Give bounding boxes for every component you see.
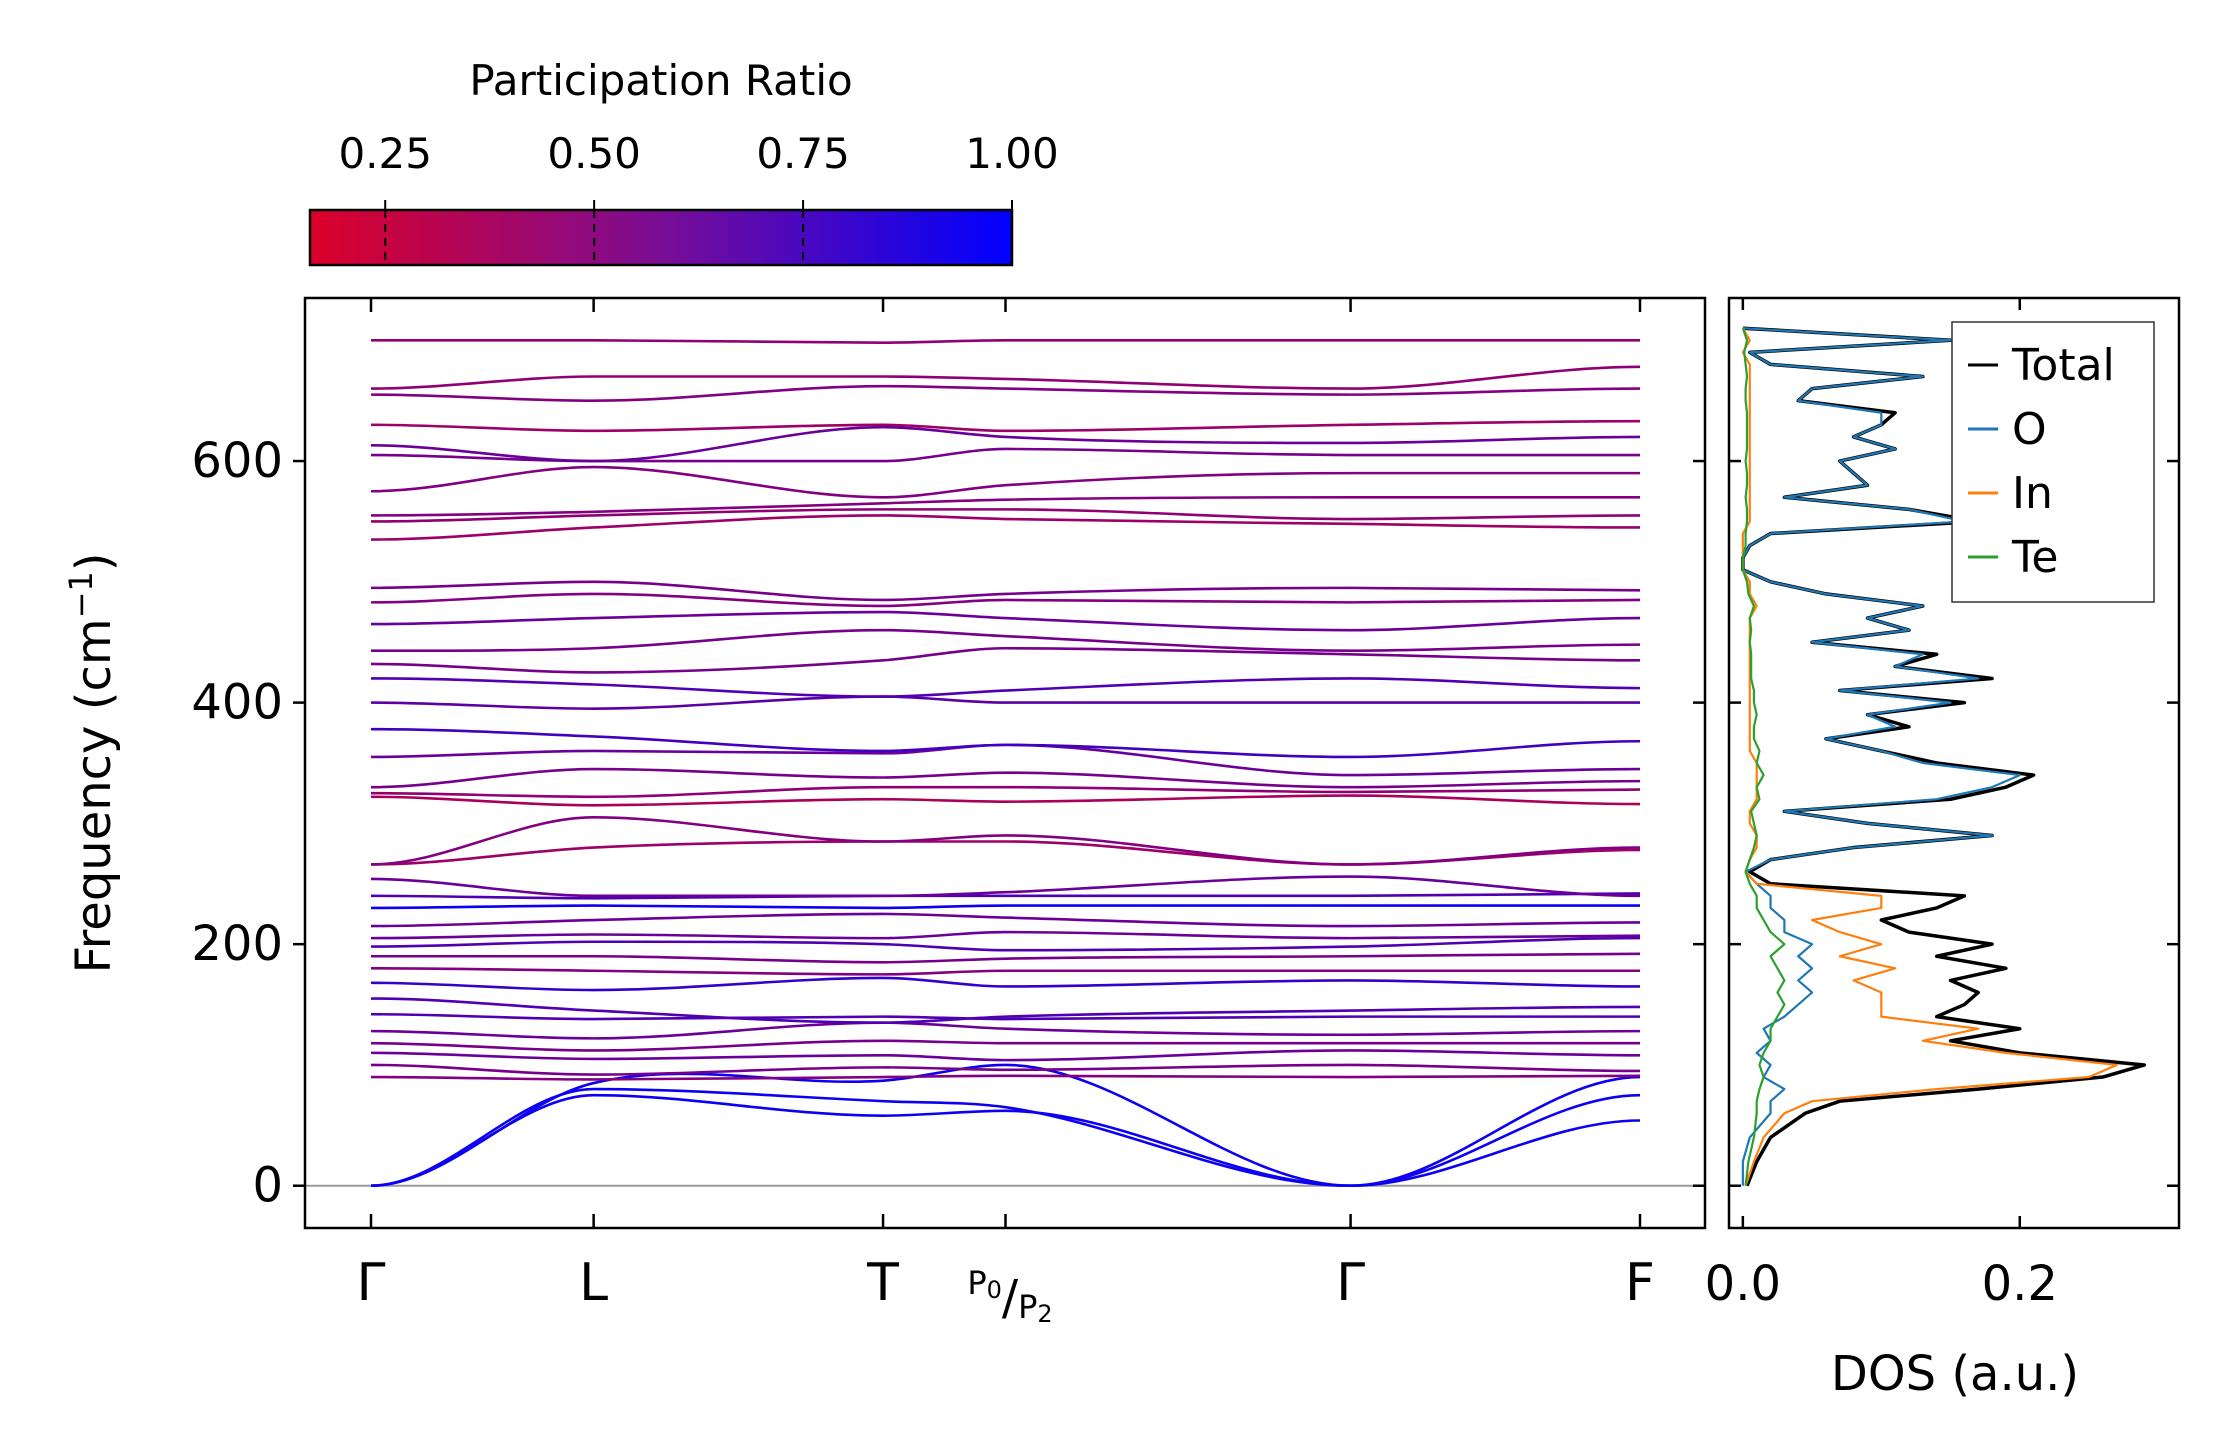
dos-axes-frame — [1727, 296, 2181, 1230]
band-line — [370, 892, 1641, 900]
band-line — [370, 384, 1641, 402]
kpoint-label: L — [579, 1253, 608, 1313]
band-line — [370, 465, 1640, 499]
dos-x-axis-label: DOS (a.u.) — [1831, 1346, 2079, 1402]
band-line — [370, 695, 1640, 710]
band-y-tick-label: 400 — [191, 675, 283, 731]
dos-x-tick-label: 0.0 — [1705, 1256, 1781, 1312]
legend-label: Total — [2011, 340, 2115, 391]
dos-panel: 0.0 0.2 DOS (a.u.) Total O In Te — [1705, 296, 2181, 1402]
kpoint-label: Γ — [357, 1253, 386, 1313]
band-line — [370, 628, 1641, 652]
band-line — [370, 794, 1641, 807]
band-line — [370, 1093, 1641, 1188]
band-line — [370, 1039, 1640, 1052]
band-line — [370, 904, 1640, 910]
legend-frame — [1951, 321, 2155, 603]
band-line — [370, 610, 1641, 632]
band-line — [370, 875, 1641, 898]
colorbar-tick-label: 0.25 — [338, 129, 432, 178]
band-line — [370, 727, 1641, 759]
band-line — [370, 930, 1641, 940]
band-line — [370, 997, 1641, 1024]
colorbar: Participation Ratio 0.25 0.50 0.75 1.00 — [308, 56, 1059, 267]
band-y-axis-label: Frequency (cm−1) — [62, 552, 122, 973]
band-line — [370, 1074, 1641, 1081]
band-line — [371, 952, 1641, 964]
band-line — [370, 646, 1641, 674]
band-line — [370, 508, 1641, 523]
colorbar-tick-label: 1.00 — [965, 129, 1059, 178]
dos-line-te — [1741, 327, 1786, 1186]
legend-label: Te — [2011, 532, 2058, 583]
band-line — [370, 365, 1641, 390]
band-line — [370, 976, 1641, 992]
kpoint-label: Γ — [1336, 1253, 1365, 1313]
band-line — [370, 816, 1641, 866]
band-y-tick-label: 0 — [252, 1158, 283, 1214]
band-line — [370, 1063, 1641, 1076]
band-line — [371, 338, 1640, 344]
band-line — [370, 936, 1641, 952]
band-line — [370, 912, 1641, 928]
band-line — [370, 580, 1641, 602]
band-line — [370, 1021, 1641, 1040]
legend-label: In — [2012, 468, 2053, 519]
band-line — [370, 514, 1641, 541]
colorbar-tick-label: 0.50 — [547, 129, 641, 178]
kpoint-label-P0-P2: P0/P2 — [967, 1264, 1052, 1328]
band-line — [370, 677, 1641, 698]
band-line — [370, 767, 1641, 789]
band-structure-panel: 0 200 400 600 Γ L T Γ F Frequency (cm−1) P0/P2 — [62, 296, 1707, 1328]
band-line — [370, 1049, 1641, 1062]
band-y-tick-label: 200 — [191, 916, 283, 972]
kpoint-label: T — [866, 1253, 899, 1313]
colorbar-gradient — [308, 208, 1014, 267]
band-line — [370, 419, 1641, 433]
dos-legend: Total O In Te — [1951, 321, 2155, 603]
dos-line-o — [1741, 327, 2021, 1186]
dos-x-tick-label: 0.2 — [1982, 1256, 2058, 1312]
legend-label: O — [2012, 404, 2047, 455]
band-line — [370, 1087, 1641, 1188]
band-line — [370, 495, 1640, 517]
band-line — [370, 967, 1640, 976]
colorbar-tick-label: 0.75 — [756, 129, 850, 178]
colorbar-label: Participation Ratio — [469, 56, 852, 105]
band-y-tick-label: 600 — [191, 433, 283, 489]
kpoint-label: F — [1625, 1253, 1655, 1313]
dos-line-in — [1741, 327, 2118, 1187]
band-line — [370, 785, 1641, 799]
band-line — [370, 425, 1641, 463]
band-line — [370, 592, 1641, 608]
